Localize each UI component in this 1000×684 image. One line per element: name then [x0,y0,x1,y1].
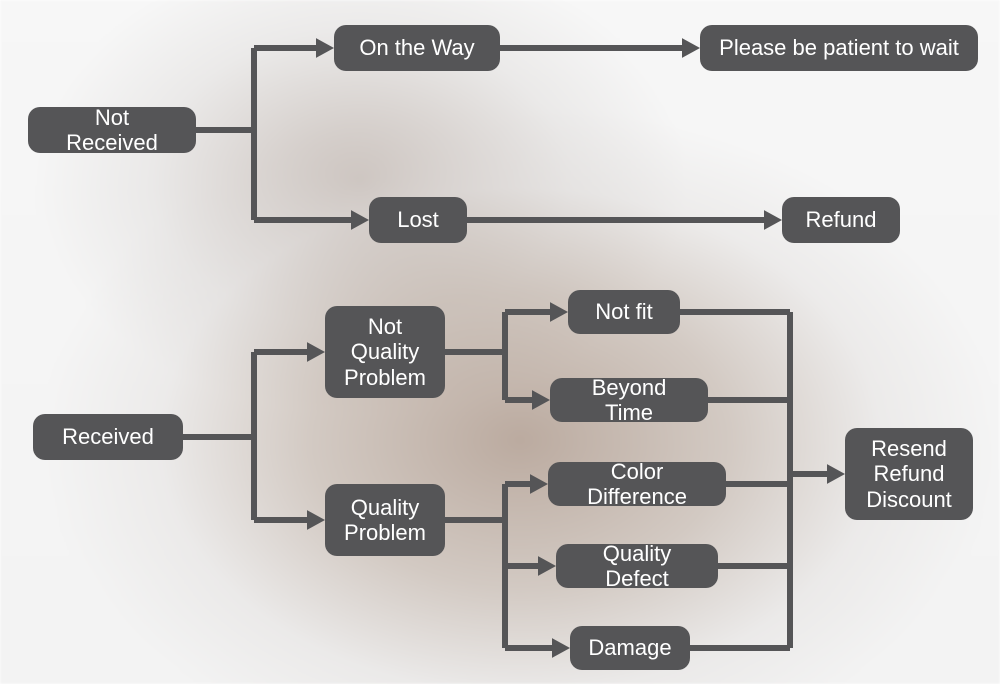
flowchart-canvas: Not Received On the Way Please be patient … [0,0,1000,684]
node-on-the-way: On the Way [334,25,500,71]
node-not-received: Not Received [28,107,196,153]
node-lost: Lost [369,197,467,243]
node-quality-defect: Quality Defect [556,544,718,588]
node-received: Received [33,414,183,460]
node-damage: Damage [570,626,690,670]
node-resend: Resend Refund Discount [845,428,973,520]
node-not-fit: Not fit [568,290,680,334]
flowchart-edges [0,0,1000,684]
node-wait: Please be patient to wait [700,25,978,71]
node-refund: Refund [782,197,900,243]
node-not-quality: Not Quality Problem [325,306,445,398]
node-beyond-time: Beyond Time [550,378,708,422]
node-quality: Quality Problem [325,484,445,556]
node-color-diff: Color Difference [548,462,726,506]
